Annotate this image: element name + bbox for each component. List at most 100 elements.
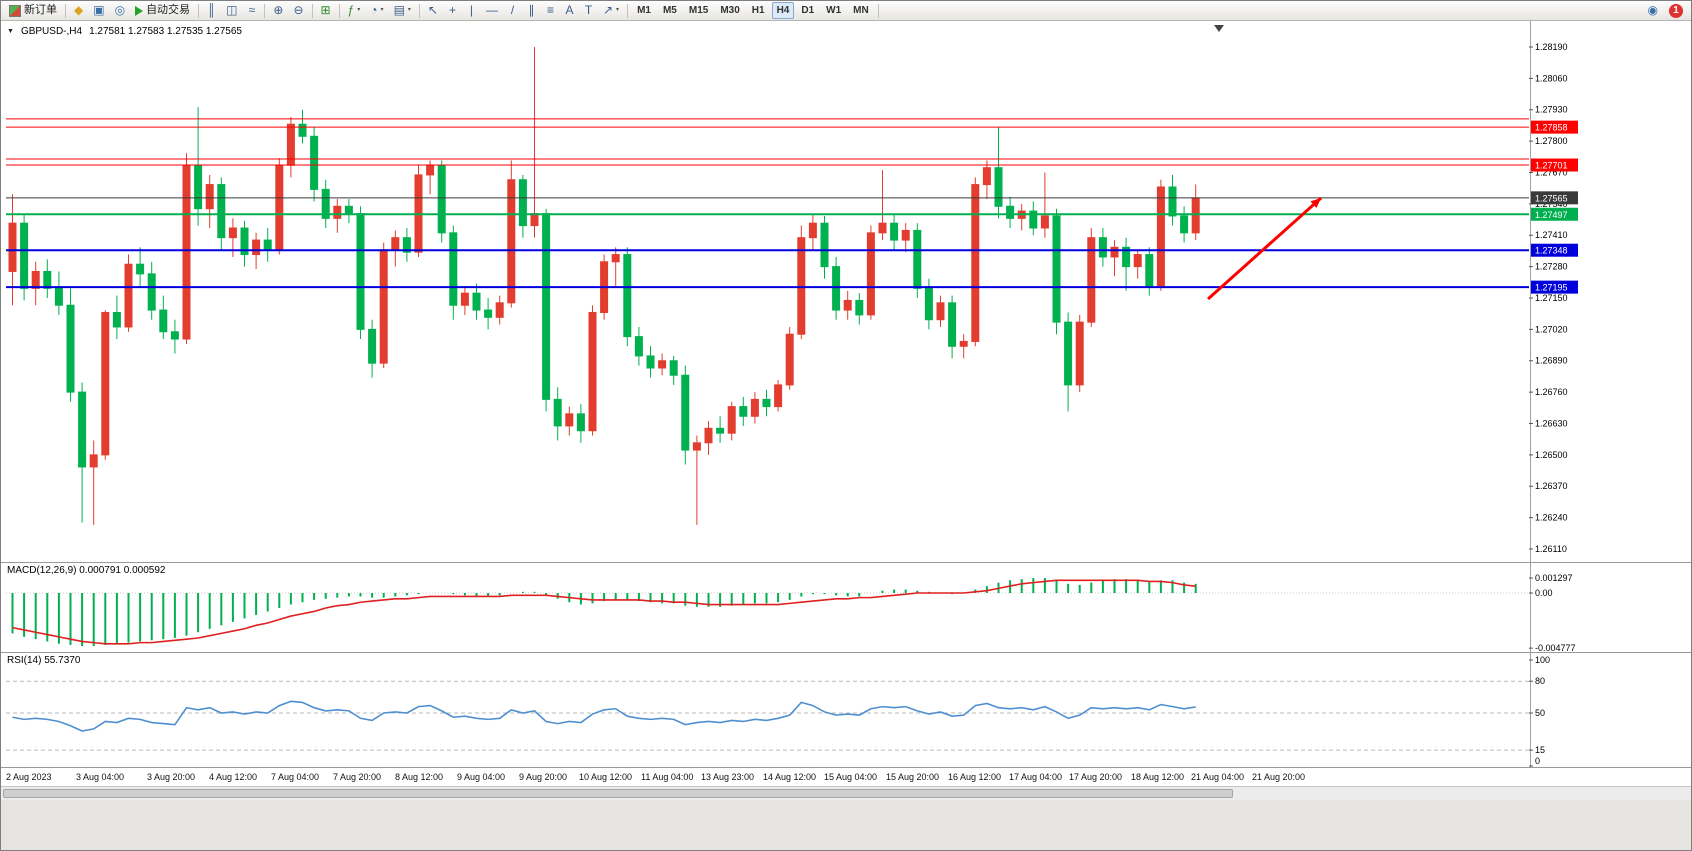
price-badge-label: 1.27701 [1535,161,1568,171]
time-axis-label: 15 Aug 20:00 [886,772,940,782]
price-badge [1531,280,1578,294]
time-axis-label: 17 Aug 20:00 [1069,772,1123,782]
time-axis-label: 16 Aug 12:00 [948,772,1002,782]
chart-symbol-label: ▼ GBPUSD-,H4 1.27581 1.27583 1.27535 1.2… [7,26,242,37]
price-level-lines[interactable] [6,118,1529,289]
time-axis-label: 7 Aug 04:00 [271,772,320,782]
toolbar-right-icons: ◉ 1 [1643,2,1691,19]
trendline-icon-glyph: / [510,3,515,17]
dropdown-caret-icon: ▾ [407,7,411,13]
rsi-level-lines [6,680,1529,751]
indicators-icon-glyph: ƒ [347,3,355,17]
line-chart-icon[interactable]: ≈ [243,2,260,19]
zoom-in-icon-glyph: ⊕ [273,3,284,17]
macd-axis-label: -0.004777 [1535,643,1576,652]
rsi-axis-label: 15 [1535,745,1545,755]
time-axis-label: 2 Aug 2023 [6,772,52,782]
toolbar: 新订单 ◆ ▣ ◎ 自动交易 ║ ◫ ≈ ⊕ ⊖ ⊞ ƒ ▾ ◔ ▾ ▤ ▾ ↖ + | — / ∥ ≡ A T ↗ ▾ M1 M5 M15… [1,1,1691,21]
candlestick-chart-icon-glyph: ◫ [226,3,238,17]
macd-panel[interactable]: 0.001297 0.00 -0.004777 MACD(12,26,9) 0.00… [1,562,1691,652]
timeframe-m30-button[interactable]: M30 [720,5,740,16]
community-icon[interactable]: ◉ [1647,3,1658,17]
text-icon-glyph: A [565,3,574,17]
time-axis-label: 3 Aug 04:00 [76,772,125,782]
time-axis[interactable]: 2 Aug 2023 3 Aug 04:00 3 Aug 20:00 4 Aug 12… [1,767,1691,786]
chart-shift-marker[interactable] [1214,25,1224,32]
time-axis-label: 17 Aug 04:00 [1009,772,1063,782]
price-axis-label: 1.27280 [1535,262,1568,272]
auto-trading-button-label: 自动交易 [146,4,191,16]
horizontal-line-icon[interactable]: — [482,2,502,19]
indicators-icon[interactable]: ƒ ▾ [344,2,365,19]
arrowhead-icon [1310,198,1321,209]
time-axis-label: 21 Aug 04:00 [1191,772,1245,782]
timeframe-m15-button[interactable]: M15 [688,5,709,16]
text-label-icon[interactable]: T [580,2,597,19]
time-axis-label: 14 Aug 12:00 [763,772,817,782]
zoom-in-icon[interactable]: ⊕ [269,2,287,19]
price-axis-label: 1.27800 [1535,136,1568,146]
toolbar-separator [418,3,420,18]
timeframe-mn-button[interactable]: MN [853,5,869,16]
price-axis-label: 1.28190 [1535,42,1568,52]
arrows-icon[interactable]: ↗ ▾ [599,2,623,19]
macd-axis-label: 0.001297 [1535,573,1573,583]
main-chart-panel[interactable]: 1.28190 1.28060 1.27930 1.27800 1.27670 1.275… [1,21,1691,562]
zoom-out-icon[interactable]: ⊖ [289,2,307,19]
horizontal-line-icon-glyph: — [485,3,498,17]
bar-chart-icon-glyph: ║ [207,3,216,17]
templates-icon[interactable]: ▤ ▾ [390,2,415,19]
macd-histogram [11,577,1197,647]
rsi-canvas: 100 80 50 150 [6,653,1550,767]
refresh-icon[interactable]: ◎ [111,2,129,19]
rsi-axis-label: 0 [1535,756,1540,766]
periods-dropdown[interactable]: ◔ ▾ [366,2,387,19]
price-chart-canvas[interactable]: 1.28190 1.28060 1.27930 1.27800 1.27670 1.275… [1,21,1692,562]
window-bottom [1,800,1691,850]
trend-arrow[interactable] [1207,196,1322,301]
bar-chart-icon[interactable]: ║ [203,2,220,19]
timeframe-d1-button[interactable]: D1 [801,5,815,16]
timeframe-m5-button[interactable]: M5 [662,5,677,16]
fibonacci-icon[interactable]: ≡ [542,2,559,19]
time-axis-label: 21 Aug 20:00 [1252,772,1306,782]
rsi-panel[interactable]: 100 80 50 15 0 RSI(14) 55.7370 [1,652,1691,767]
price-badges: 1.27858 1.27701 1.27565 1.27497 1.27348 1.271… [1531,120,1578,294]
rsi-axis-label: 100 [1535,655,1550,665]
notification-badge[interactable]: 1 [1669,3,1683,18]
market-watch-icon[interactable]: ▣ [89,2,108,19]
macd-axis: 0.001297 0.00 -0.004777 [1529,563,1576,652]
chevron-down-icon[interactable]: ▼ [7,28,14,35]
crosshair-icon[interactable]: + [444,2,461,19]
trendline-icon[interactable]: / [504,2,521,19]
equidistant-channel-icon[interactable]: ∥ [523,2,540,19]
dropdown-caret-icon: ▾ [616,7,620,13]
market-watch-icon-glyph: ▣ [93,3,105,17]
tile-windows-icon[interactable]: ⊞ [317,2,335,19]
cursor-icon[interactable]: ↖ [424,2,442,19]
macd-label: MACD(12,26,9) 0.000791 0.000592 [7,565,166,576]
fibonacci-icon-glyph: ≡ [546,3,554,17]
timeframe-m1-button[interactable]: M1 [637,5,651,16]
horizontal-scrollbar[interactable] [1,786,1691,800]
text-icon[interactable]: A [561,2,578,19]
vertical-line-icon[interactable]: | [463,2,480,19]
time-axis-label: 11 Aug 04:00 [641,772,694,782]
time-axis-label: 15 Aug 04:00 [824,772,878,782]
dropdown-caret-icon: ▾ [357,7,361,13]
time-axis-label: 7 Aug 20:00 [333,772,382,782]
price-axis-label: 1.27020 [1535,324,1568,334]
auto-trading-button[interactable]: 自动交易 [131,2,194,19]
price-badge [1531,243,1578,257]
timeframe-w1-button[interactable]: W1 [826,5,842,16]
price-axis-label: 1.26890 [1535,356,1568,366]
timeframe-h1-button[interactable]: H1 [751,5,765,16]
toolbar-separator [65,3,66,18]
alerts-icon[interactable]: ◆ [70,2,87,19]
candlestick-chart-icon[interactable]: ◫ [222,2,241,19]
price-axis-label: 1.26370 [1535,481,1568,491]
scrollbar-thumb[interactable] [3,789,1233,798]
timeframe-h4-button[interactable]: H4 [771,2,795,19]
new-order-button[interactable]: 新订单 [5,2,61,19]
